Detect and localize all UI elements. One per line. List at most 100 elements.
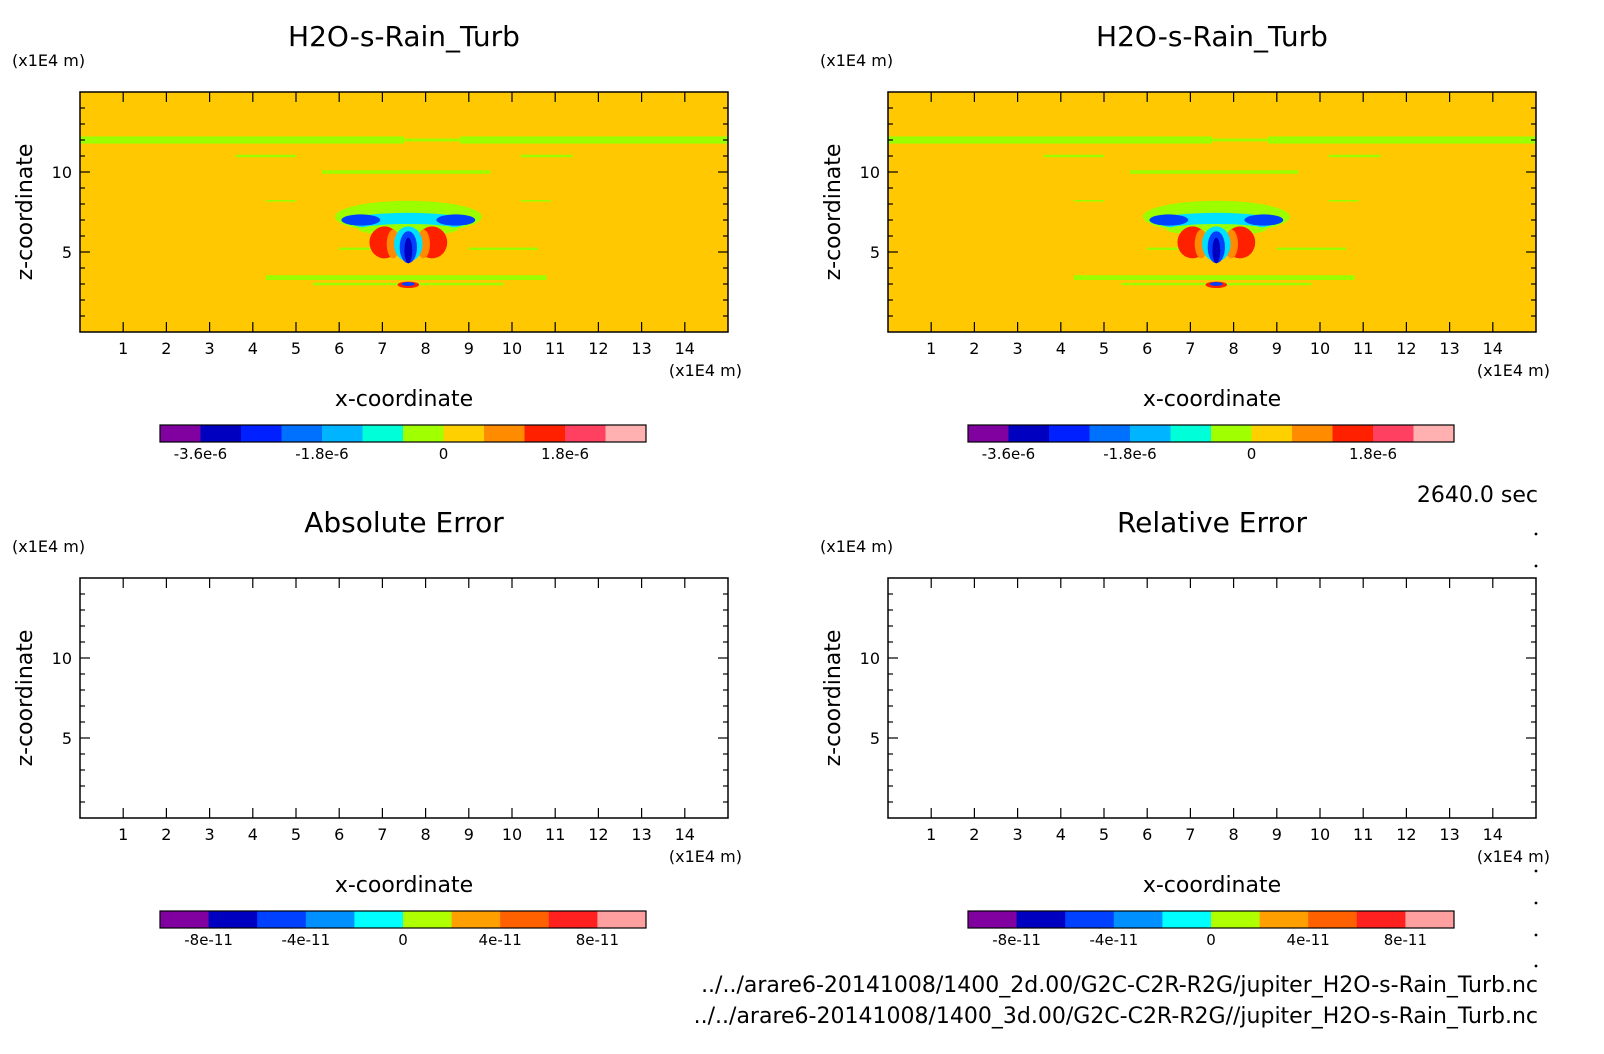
colorbar-tick-label: 8e-11 bbox=[1384, 931, 1427, 949]
plot-frame bbox=[887, 91, 1537, 333]
colorbar-segment bbox=[160, 425, 201, 442]
y-axis-label: z-coordinate bbox=[821, 630, 846, 767]
x-tick-label: 4 bbox=[1056, 339, 1066, 358]
x-tick-label: 9 bbox=[464, 825, 474, 844]
x-axis-label: x-coordinate bbox=[335, 387, 473, 412]
colorbar-tick-label: -3.6e-6 bbox=[174, 445, 227, 463]
field-band-streak-5 bbox=[1328, 200, 1359, 202]
y-unit-label: (x1E4 m) bbox=[12, 51, 85, 70]
x-tick-label: 5 bbox=[291, 825, 301, 844]
colorbar-segment bbox=[1049, 425, 1090, 442]
y-tick-label: 10 bbox=[860, 163, 880, 182]
colorbar-tick-label: -4e-11 bbox=[281, 931, 330, 949]
colorbar-tick-label: -3.6e-6 bbox=[982, 445, 1035, 463]
field-band-streak-5 bbox=[520, 200, 551, 202]
colorbar-tick-label: 4e-11 bbox=[479, 931, 522, 949]
colorbar-segment bbox=[281, 425, 323, 442]
colorbar-frame bbox=[967, 910, 1455, 929]
x-tick-label: 1 bbox=[118, 825, 128, 844]
x-axis-label: x-coordinate bbox=[1143, 873, 1281, 898]
x-tick-label: 9 bbox=[464, 339, 474, 358]
field-band-upper-right bbox=[1268, 136, 1536, 144]
time-label: 2640.0 sec bbox=[1417, 483, 1538, 508]
x-tick-label: 6 bbox=[1142, 339, 1152, 358]
colorbar-tick-label: -8e-11 bbox=[184, 931, 233, 949]
colorbar-segment bbox=[548, 911, 598, 928]
x-tick-label: 14 bbox=[675, 825, 695, 844]
colorbar-tick-label: 1.8e-6 bbox=[541, 445, 589, 463]
x-tick-label: 7 bbox=[377, 339, 387, 358]
colorbar: -3.6e-6 -1.8e-6 0 1.8e-6 bbox=[967, 424, 1455, 463]
colorbar-segment bbox=[1259, 911, 1309, 928]
colorbar: -8e-11 -4e-11 0 4e-11 8e-11 bbox=[967, 910, 1455, 949]
panel-title: Relative Error bbox=[1117, 506, 1308, 539]
colorbar-segment bbox=[354, 911, 404, 928]
x-tick-label: 3 bbox=[1013, 825, 1023, 844]
x-tick-label: 13 bbox=[631, 825, 651, 844]
panel-title: H2O-s-Rain_Turb bbox=[288, 20, 520, 53]
field-band-streak-3 bbox=[1129, 170, 1299, 174]
x-unit-label: (x1E4 m) bbox=[1477, 361, 1550, 380]
x-tick-label: 10 bbox=[502, 339, 522, 358]
x-tick-label: 6 bbox=[334, 339, 344, 358]
x-tick-label: 5 bbox=[1099, 339, 1109, 358]
x-tick-label: 13 bbox=[631, 339, 651, 358]
colorbar-segment bbox=[241, 425, 282, 442]
x-tick-label: 13 bbox=[1439, 339, 1459, 358]
colorbar-segment bbox=[1211, 911, 1261, 928]
x-tick-label: 8 bbox=[421, 339, 431, 358]
colorbar-frame bbox=[159, 910, 647, 929]
file-path-2: ../../arare6-20141008/1400_3d.00/G2C-C2R… bbox=[694, 1004, 1538, 1029]
colorbar-tick-label: 0 bbox=[1206, 931, 1216, 949]
y-tick-label: 5 bbox=[62, 243, 72, 262]
field-band-upper-right bbox=[460, 136, 728, 144]
plot-frame bbox=[887, 577, 1537, 819]
x-tick-label: 8 bbox=[1229, 825, 1239, 844]
x-tick-label: 9 bbox=[1272, 825, 1282, 844]
x-tick-label: 12 bbox=[588, 825, 608, 844]
colorbar-segment bbox=[1089, 425, 1131, 442]
x-tick-label: 9 bbox=[1272, 339, 1282, 358]
x-tick-label: 14 bbox=[675, 339, 695, 358]
file-path-1: ../../arare6-20141008/1400_2d.00/G2C-C2R… bbox=[701, 973, 1538, 998]
x-tick-label: 2 bbox=[969, 825, 979, 844]
colorbar-segment bbox=[160, 911, 210, 928]
x-tick-label: 2 bbox=[161, 339, 171, 358]
colorbar-segment bbox=[1292, 425, 1333, 442]
field-core-darkblue bbox=[1212, 237, 1221, 264]
y-tick-label: 10 bbox=[860, 649, 880, 668]
x-tick-label: 13 bbox=[1439, 825, 1459, 844]
x-tick-label: 7 bbox=[1185, 825, 1195, 844]
y-axis-label: z-coordinate bbox=[821, 144, 846, 281]
x-tick-label: 5 bbox=[1099, 825, 1109, 844]
panel-title: Absolute Error bbox=[304, 506, 504, 539]
colorbar-segment bbox=[1162, 911, 1212, 928]
colorbar: -3.6e-6 -1.8e-6 0 1.8e-6 bbox=[159, 424, 647, 463]
field-cloud-blue-l bbox=[341, 214, 381, 226]
colorbar-segment bbox=[305, 911, 355, 928]
colorbar-segment bbox=[1356, 911, 1406, 928]
colorbar-segment bbox=[1170, 425, 1212, 442]
y-axis-label: z-coordinate bbox=[13, 630, 38, 767]
colorbar-tick-label: 4e-11 bbox=[1287, 931, 1330, 949]
colorbar-segment bbox=[403, 911, 453, 928]
colorbar: -8e-11 -4e-11 0 4e-11 8e-11 bbox=[159, 910, 647, 949]
colorbar-segment bbox=[968, 425, 1009, 442]
panel-title: H2O-s-Rain_Turb bbox=[1096, 20, 1328, 53]
colorbar-segment bbox=[524, 425, 566, 442]
field-band-side-2 bbox=[1276, 247, 1346, 250]
x-tick-label: 7 bbox=[377, 825, 387, 844]
colorbar-tick-label: 8e-11 bbox=[576, 931, 619, 949]
x-tick-label: 11 bbox=[1353, 825, 1373, 844]
y-tick-label: 5 bbox=[62, 729, 72, 748]
colorbar-segment bbox=[1211, 425, 1252, 442]
field-band-streak-1 bbox=[1043, 154, 1104, 158]
x-tick-label: 10 bbox=[1310, 825, 1330, 844]
colorbar-segment bbox=[208, 911, 258, 928]
field-cloud-blue-l bbox=[1149, 214, 1189, 226]
colorbar-tick-label: 0 bbox=[1247, 445, 1257, 463]
x-unit-label: (x1E4 m) bbox=[669, 847, 742, 866]
stray-dots bbox=[1534, 532, 1538, 968]
